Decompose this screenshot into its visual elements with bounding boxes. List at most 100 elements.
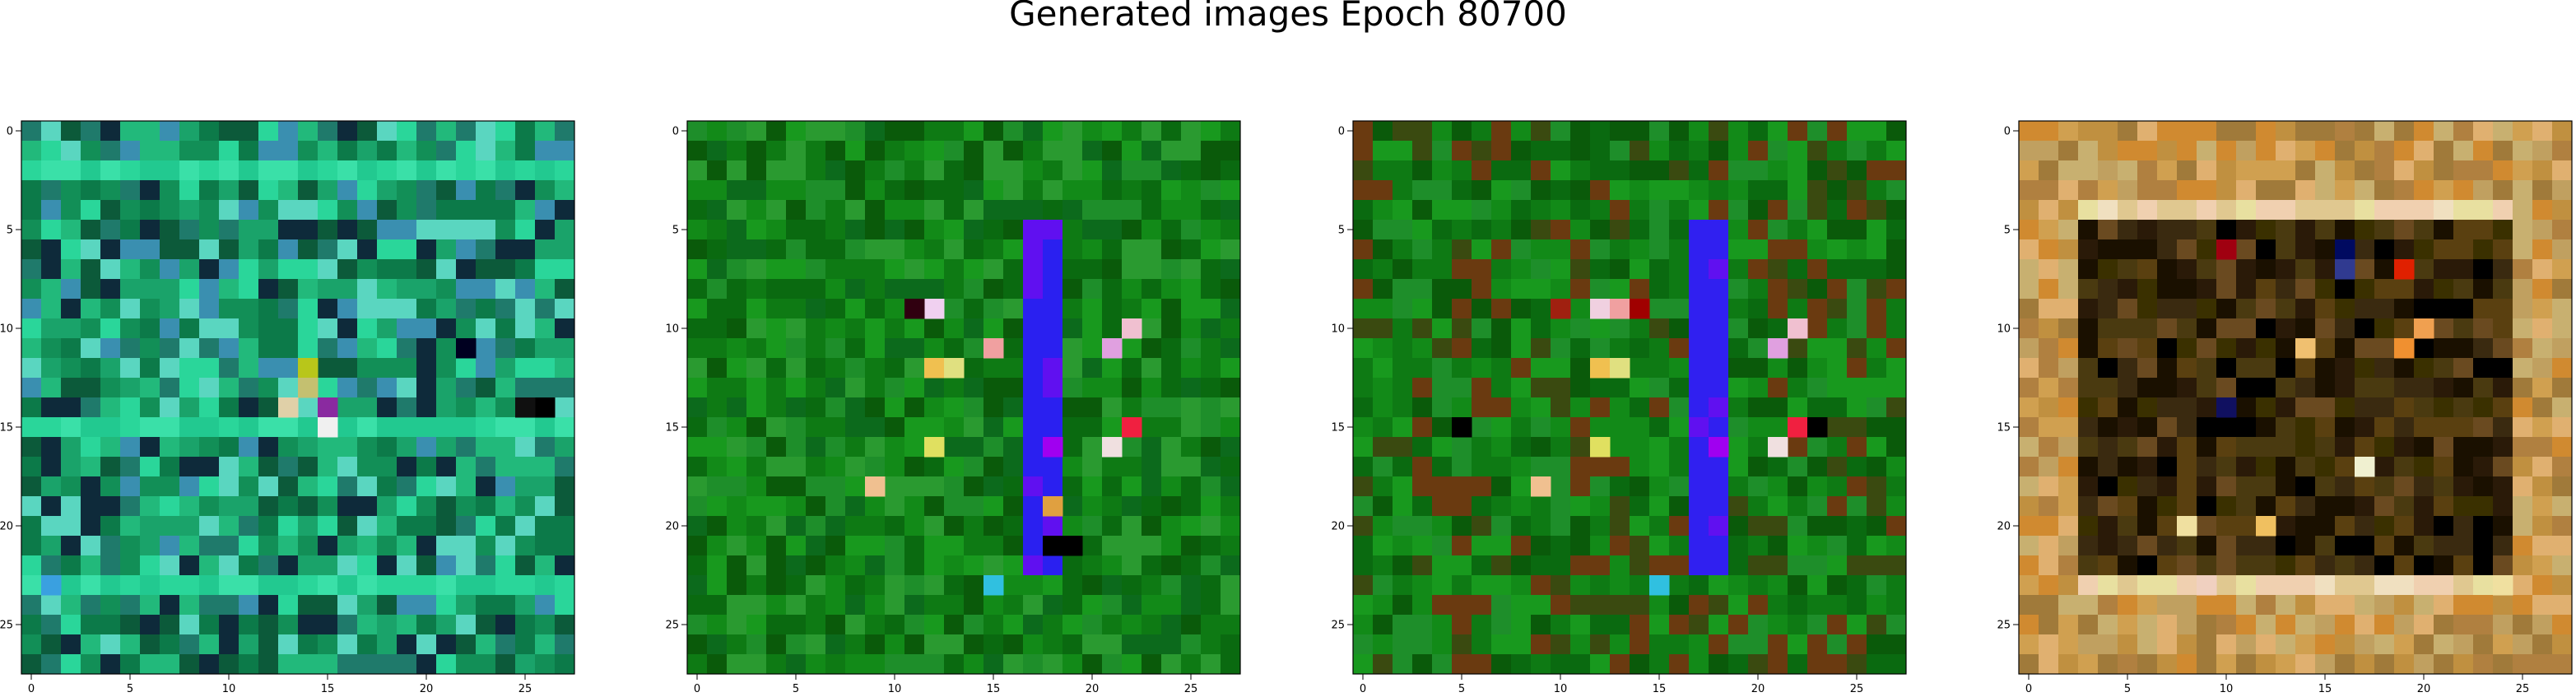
pixel-cell bbox=[1531, 239, 1551, 260]
pixel-cell bbox=[2216, 634, 2237, 655]
pixel-cell bbox=[397, 615, 417, 635]
pixel-cell bbox=[21, 555, 42, 576]
pixel-cell bbox=[1827, 437, 1848, 458]
pixel-cell bbox=[2177, 536, 2197, 556]
pixel-cell bbox=[21, 634, 42, 655]
pixel-cell bbox=[2276, 654, 2296, 675]
pixel-cell bbox=[1201, 200, 1221, 221]
pixel-cell bbox=[1161, 180, 1182, 201]
pixel-cell bbox=[1827, 338, 1848, 359]
pixel-cell bbox=[1768, 160, 1788, 181]
pixel-cell bbox=[2256, 536, 2276, 556]
pixel-cell bbox=[1669, 279, 1690, 300]
pixel-cell bbox=[2434, 200, 2454, 221]
pixel-cell bbox=[1062, 160, 1083, 181]
pixel-cell bbox=[746, 397, 767, 418]
pixel-cell bbox=[2276, 259, 2296, 280]
pixel-highlight bbox=[1630, 299, 1650, 319]
x-tick-label: 0 bbox=[694, 683, 700, 695]
pixel-cell bbox=[416, 496, 437, 517]
pixel-cell bbox=[140, 555, 160, 576]
pixel-cell bbox=[2374, 397, 2395, 418]
pixel-cell bbox=[337, 417, 358, 438]
pixel-cell bbox=[179, 496, 200, 517]
pixel-cell bbox=[199, 338, 220, 359]
pixel-cell bbox=[1630, 160, 1650, 181]
pixel-cell bbox=[1886, 160, 1907, 181]
pixel-cell bbox=[199, 160, 220, 181]
pixel-cell bbox=[786, 615, 807, 635]
pixel-cell bbox=[1847, 457, 1867, 477]
pixel-cell bbox=[2315, 397, 2336, 418]
pixel-cell bbox=[2276, 417, 2296, 438]
pixel-cell bbox=[865, 160, 886, 181]
pixel-cell bbox=[2355, 220, 2375, 240]
pixel-cell bbox=[140, 279, 160, 300]
pixel-cell bbox=[2552, 417, 2573, 438]
pixel-highlight bbox=[1043, 536, 1063, 556]
pixel-highlight bbox=[1807, 417, 1828, 438]
pixel-cell bbox=[2039, 259, 2059, 280]
pixel-cell bbox=[1709, 318, 1729, 339]
pixel-cell bbox=[61, 358, 81, 379]
pixel-cell bbox=[1886, 141, 1907, 161]
pixel-cell bbox=[298, 417, 319, 438]
pixel-cell bbox=[746, 417, 767, 438]
pixel-cell bbox=[1102, 318, 1123, 339]
pixel-cell bbox=[377, 279, 398, 300]
pixel-cell bbox=[515, 259, 536, 280]
pixel-cell bbox=[1393, 457, 1413, 477]
pixel-cell bbox=[515, 239, 536, 260]
pixel-cell bbox=[2473, 516, 2494, 537]
pixel-cell bbox=[160, 160, 180, 181]
pixel-cell bbox=[1748, 160, 1769, 181]
pixel-cell bbox=[1353, 378, 1374, 398]
pixel-cell bbox=[2019, 595, 2039, 616]
pixel-cell bbox=[495, 575, 516, 596]
pixel-cell bbox=[2394, 318, 2415, 339]
pixel-cell bbox=[61, 141, 81, 161]
pixel-cell bbox=[1531, 397, 1551, 418]
pixel-cell bbox=[2019, 378, 2039, 398]
pixel-cell bbox=[1867, 259, 1887, 280]
pixel-cell bbox=[120, 536, 141, 556]
pixel-grid bbox=[21, 121, 575, 675]
pixel-cell bbox=[2137, 397, 2158, 418]
pixel-cell bbox=[2355, 476, 2375, 497]
pixel-cell bbox=[1472, 536, 1492, 556]
pixel-cell bbox=[1003, 397, 1024, 418]
pixel-cell bbox=[535, 496, 556, 517]
pixel-cell bbox=[298, 536, 319, 556]
pixel-cell bbox=[2414, 259, 2434, 280]
pixel-cell bbox=[100, 180, 121, 201]
pixel-cell bbox=[2552, 121, 2573, 142]
pixel-cell bbox=[687, 299, 708, 319]
pixel-cell bbox=[120, 279, 141, 300]
pixel-cell bbox=[1709, 417, 1729, 438]
pixel-cell bbox=[1082, 220, 1103, 240]
pixel-cell bbox=[1003, 239, 1024, 260]
pixel-cell bbox=[1728, 417, 1749, 438]
pixel-cell bbox=[1649, 160, 1670, 181]
pixel-cell bbox=[337, 615, 358, 635]
pixel-cell bbox=[1590, 417, 1611, 438]
pixel-cell bbox=[1630, 259, 1650, 280]
pixel-cell bbox=[1827, 318, 1848, 339]
pixel-cell bbox=[2256, 654, 2276, 675]
pixel-cell bbox=[2335, 397, 2355, 418]
pixel-cell bbox=[2276, 516, 2296, 537]
pixel-cell bbox=[160, 615, 180, 635]
pixel-cell bbox=[1709, 378, 1729, 398]
pixel-cell bbox=[1649, 437, 1670, 458]
pixel-cell bbox=[2355, 555, 2375, 576]
pixel-cell bbox=[1531, 279, 1551, 300]
pixel-cell bbox=[21, 220, 42, 240]
pixel-cell bbox=[904, 516, 925, 537]
pixel-cell bbox=[258, 220, 279, 240]
pixel-cell bbox=[1412, 555, 1433, 576]
pixel-cell bbox=[1452, 239, 1472, 260]
pixel-cell bbox=[160, 437, 180, 458]
pixel-cell bbox=[1472, 239, 1492, 260]
pixel-cell bbox=[1221, 220, 1241, 240]
pixel-cell bbox=[1472, 180, 1492, 201]
